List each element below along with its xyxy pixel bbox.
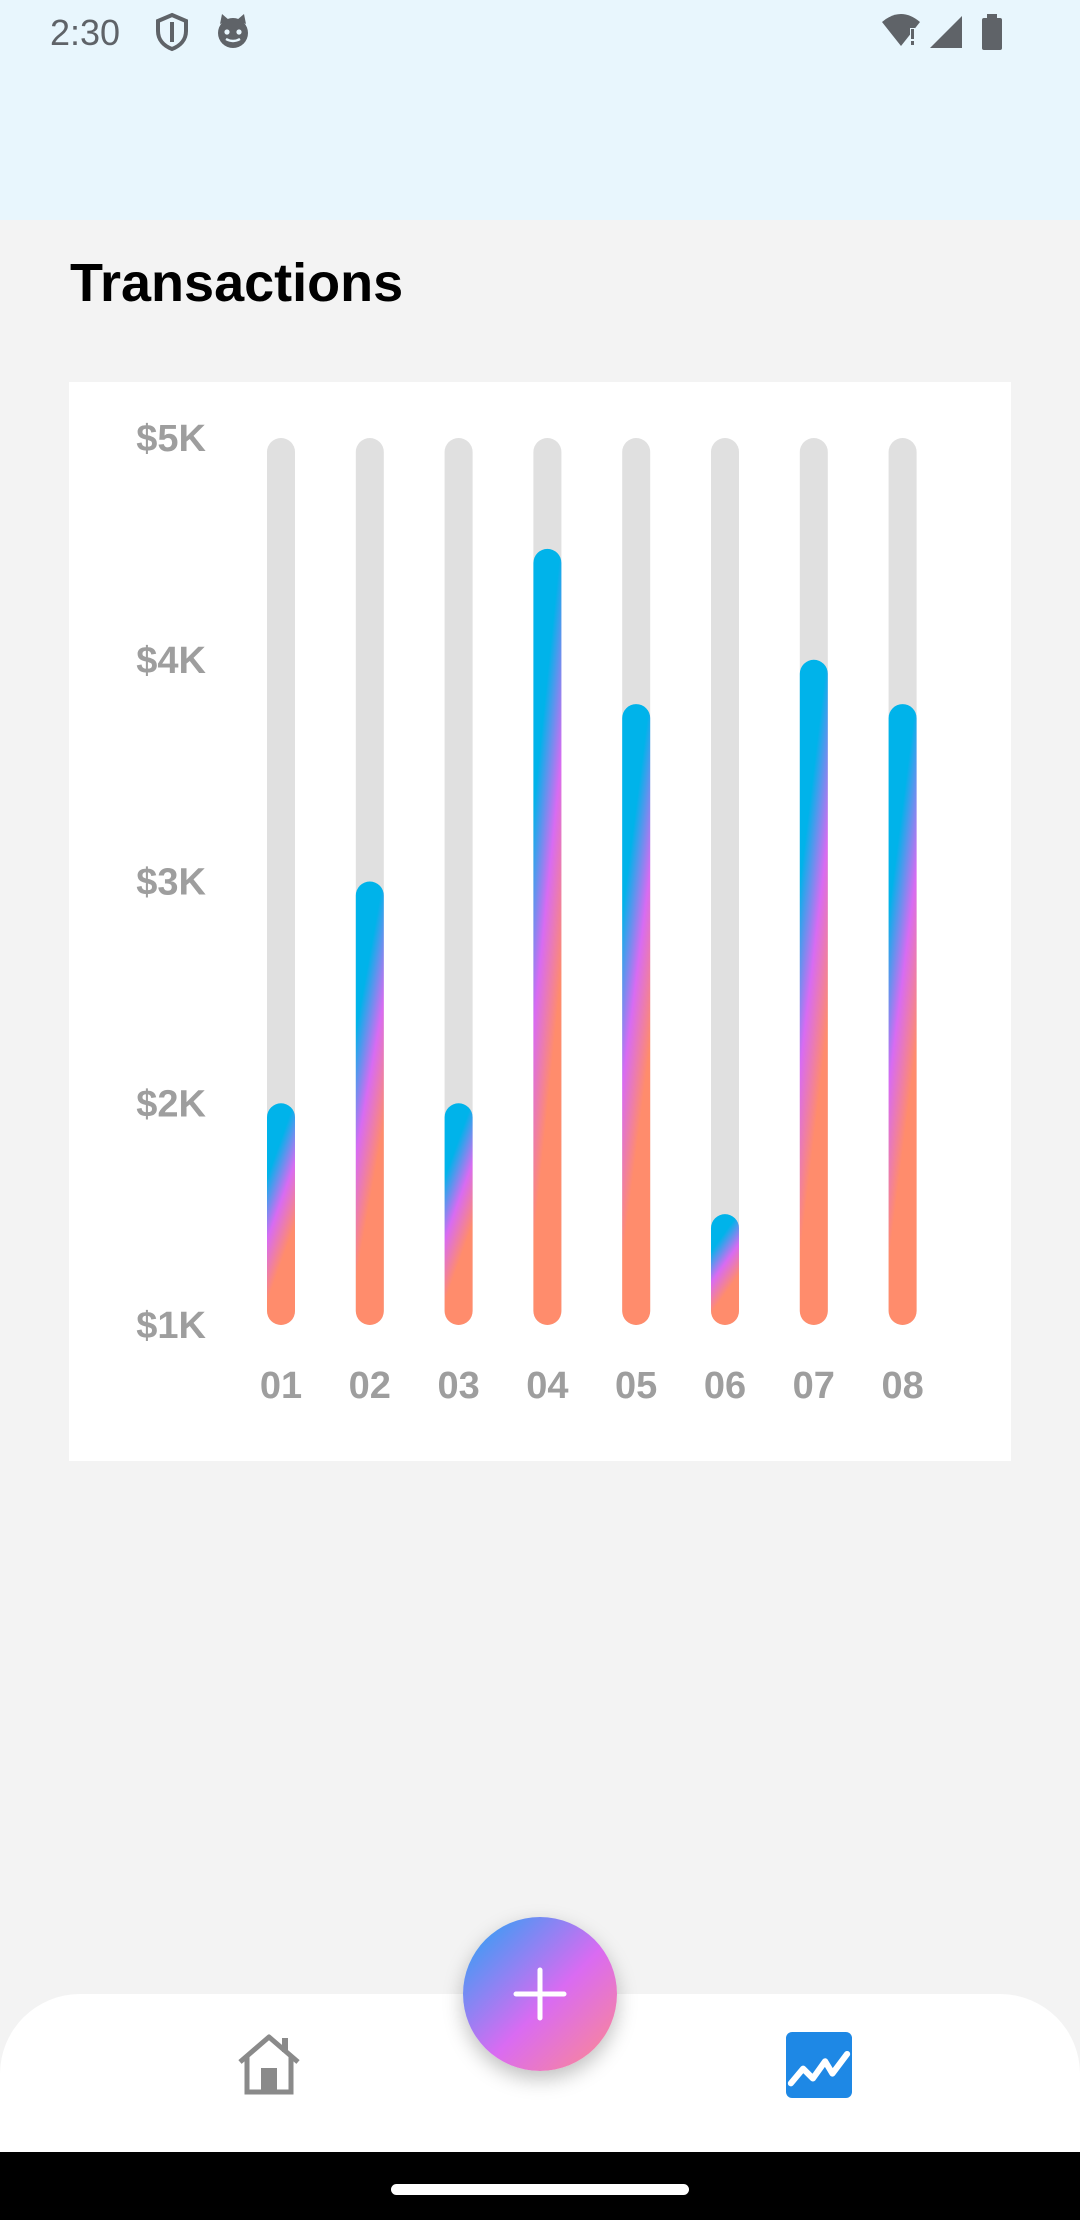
status-time: 2:30 xyxy=(50,12,121,53)
y-tick-label: $5K xyxy=(136,418,206,460)
wifi-icon xyxy=(882,14,920,46)
x-tick-label: 04 xyxy=(526,1365,568,1407)
bar-07[interactable] xyxy=(799,659,828,1325)
cat-face-icon xyxy=(218,14,248,48)
bar-01[interactable] xyxy=(267,1103,295,1325)
bars xyxy=(267,548,917,1326)
x-tick-label: 02 xyxy=(349,1365,391,1407)
page-title: Transactions xyxy=(70,253,404,313)
y-tick-label: $4K xyxy=(136,640,206,682)
x-axis: 01 02 03 04 05 06 07 08 xyxy=(260,1365,924,1407)
shield-icon xyxy=(156,12,188,52)
x-tick-label: 07 xyxy=(793,1365,835,1407)
transactions-chart: $5K $4K $3K $2K $1K 01 02 03 04 05 06 07 08 xyxy=(69,382,1011,1461)
home-gesture-handle[interactable] xyxy=(391,2184,689,2195)
chart-icon[interactable] xyxy=(784,2032,854,2098)
plus-icon xyxy=(513,1967,567,2021)
x-tick-label: 01 xyxy=(260,1365,302,1407)
x-tick-label: 06 xyxy=(704,1365,746,1407)
system-navigation-bar xyxy=(0,2152,1080,2220)
bar-03[interactable] xyxy=(444,1103,473,1325)
bar-track xyxy=(267,438,295,1325)
bar-05[interactable] xyxy=(622,704,651,1325)
bar-08[interactable] xyxy=(888,704,917,1325)
y-tick-label: $1K xyxy=(136,1305,206,1347)
y-tick-label: $2K xyxy=(136,1083,206,1125)
add-transaction-button[interactable] xyxy=(463,1917,617,2071)
x-tick-label: 03 xyxy=(437,1365,479,1407)
bar-04[interactable] xyxy=(533,548,562,1325)
x-tick-label: 08 xyxy=(881,1365,923,1407)
bar-chart: $5K $4K $3K $2K $1K 01 02 03 04 05 06 07 08 xyxy=(136,418,924,1407)
bar-track xyxy=(711,438,739,1325)
bar-track xyxy=(444,438,473,1325)
bar-06[interactable] xyxy=(711,1214,739,1325)
y-axis: $5K $4K $3K $2K $1K xyxy=(136,418,206,1347)
status-bar: 2:30 xyxy=(0,0,1080,220)
x-tick-label: 05 xyxy=(615,1365,657,1407)
signal-icon xyxy=(930,16,962,48)
home-icon[interactable] xyxy=(234,2032,304,2098)
battery-icon xyxy=(982,14,1002,50)
y-tick-label: $3K xyxy=(136,862,206,904)
bar-02[interactable] xyxy=(355,881,384,1326)
